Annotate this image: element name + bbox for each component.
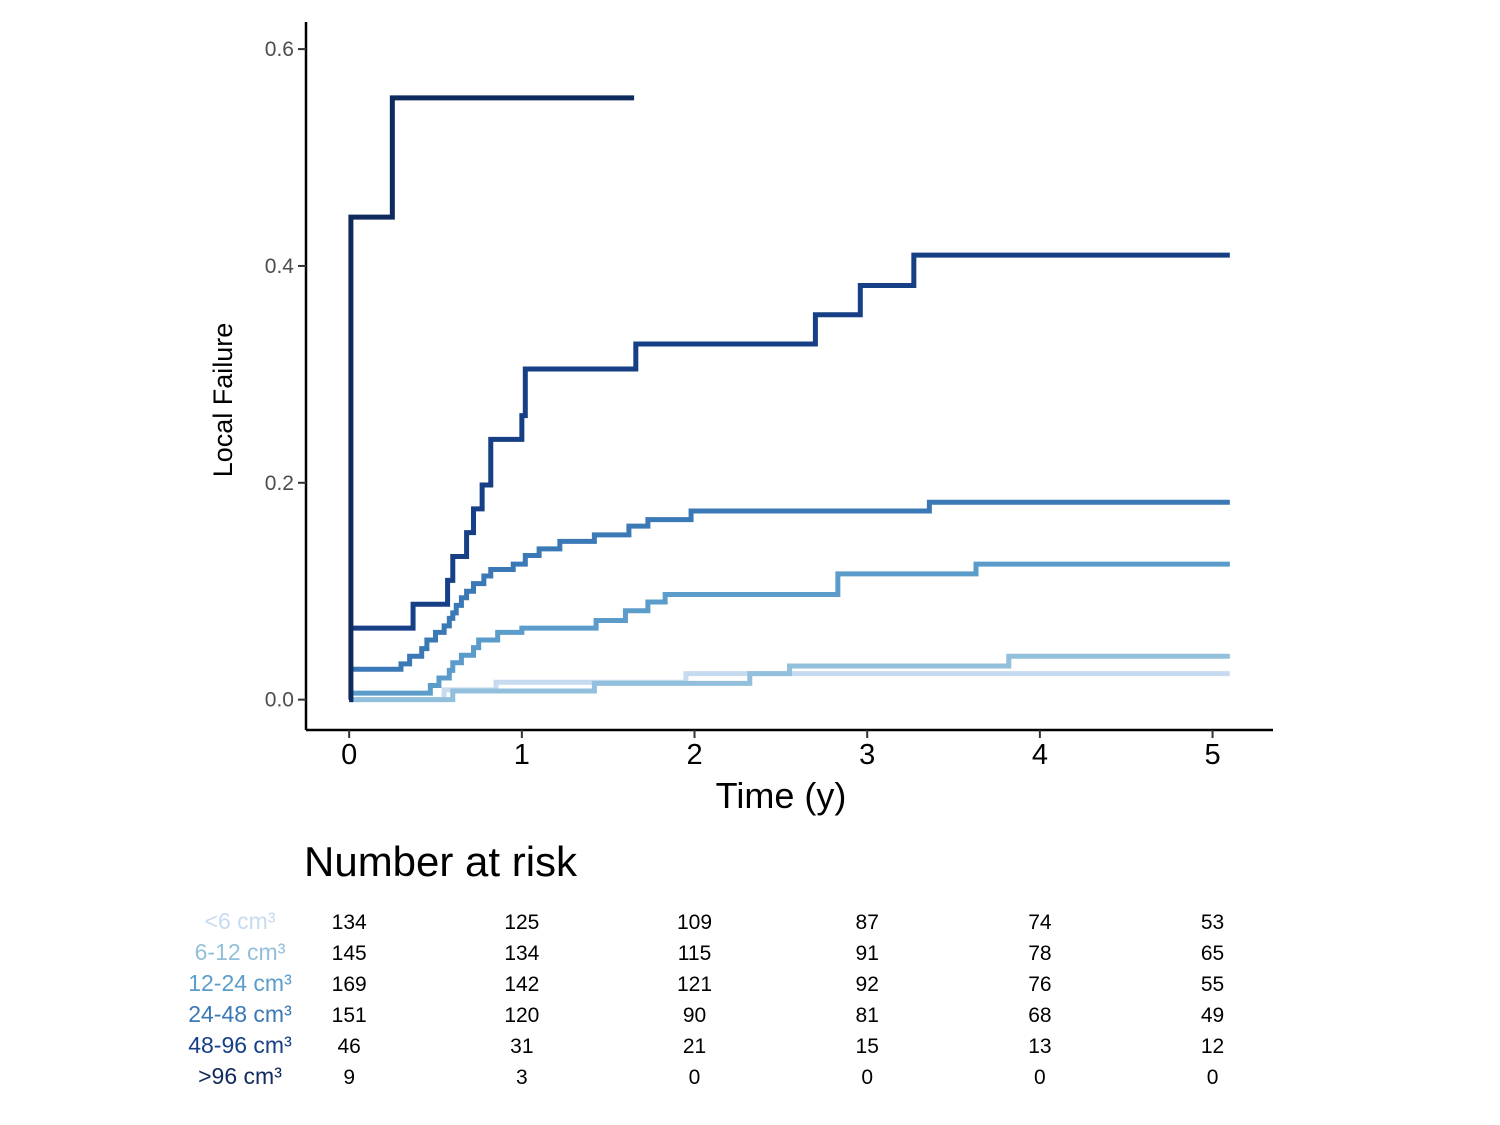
risk-count: 142 [504, 973, 539, 996]
risk-row-label: >96 cm³ [198, 1063, 282, 1089]
failure-curves [348, 95, 1230, 703]
risk-count: 92 [856, 973, 879, 996]
risk-count: 125 [504, 911, 539, 934]
y-tick-label: 0.6 [265, 38, 294, 61]
risk-row-label: 12-24 cm³ [188, 970, 292, 996]
x-tick-label: 4 [1032, 739, 1048, 771]
risk-count: 68 [1028, 1004, 1051, 1027]
risk-count: 15 [856, 1035, 879, 1058]
risk-count: 31 [510, 1035, 533, 1058]
risk-row-label: 48-96 cm³ [188, 1032, 292, 1058]
risk-count: 3 [516, 1066, 528, 1089]
risk-count: 87 [856, 911, 879, 934]
curve-6-12-cm [349, 653, 1230, 703]
x-axis-title: Time (y) [716, 775, 847, 816]
risk-count: 0 [1034, 1066, 1046, 1089]
risk-count: 12 [1201, 1035, 1224, 1058]
risk-count: 53 [1201, 911, 1224, 934]
curve-12-24-cm [349, 561, 1230, 696]
risk-row-label: <6 cm³ [205, 908, 276, 934]
risk-count: 115 [678, 942, 711, 965]
risk-count: 91 [856, 942, 879, 965]
risk-count: 76 [1028, 973, 1051, 996]
axes: 0.0 0.2 0.4 0.6 0 1 2 3 4 5 [265, 22, 1273, 771]
risk-count: 134 [332, 911, 367, 934]
risk-count: 145 [332, 942, 367, 965]
x-tick-label: 5 [1204, 739, 1220, 771]
risk-count: 78 [1028, 942, 1051, 965]
risk-count: 81 [856, 1004, 879, 1027]
y-tick-label: 0.4 [265, 255, 295, 278]
curve-48-96-cm [349, 252, 1230, 631]
risk-count: 90 [683, 1004, 706, 1027]
risk-count: 151 [332, 1004, 367, 1027]
risk-row-label: 6-12 cm³ [195, 939, 286, 965]
y-axis-title: Local Failure [208, 323, 238, 478]
x-tick-label: 1 [514, 739, 530, 771]
risk-count: 169 [332, 973, 367, 996]
risk-table: <6 cm³ 134 125 109 87 74 536-12 cm³ 145 134 115 91… [188, 908, 1224, 1089]
risk-count: 46 [337, 1035, 360, 1058]
risk-count: 74 [1028, 911, 1052, 934]
risk-count: 65 [1201, 942, 1224, 965]
risk-count: 0 [1207, 1066, 1219, 1089]
risk-count: 134 [504, 942, 539, 965]
x-tick-label: 2 [686, 739, 702, 771]
risk-row-label: 24-48 cm³ [188, 1001, 292, 1027]
curve-24-48-cm [349, 499, 1230, 672]
risk-count: 13 [1028, 1035, 1051, 1058]
risk-count: 0 [861, 1066, 873, 1089]
curve-96-cm [348, 95, 635, 703]
risk-count: 21 [683, 1035, 706, 1058]
curve-6-cm [349, 671, 1230, 703]
risk-count: 55 [1201, 973, 1224, 996]
risk-count: 120 [504, 1004, 539, 1027]
x-tick-label: 0 [341, 739, 357, 771]
risk-count: 9 [343, 1066, 355, 1089]
risk-count: 121 [677, 973, 712, 996]
risk-count: 0 [689, 1066, 701, 1089]
x-tick-label: 3 [859, 739, 875, 771]
y-tick-label: 0.0 [265, 689, 294, 712]
y-tick-label: 0.2 [265, 472, 294, 495]
risk-table-title: Number at risk [304, 838, 578, 885]
risk-count: 109 [677, 911, 712, 934]
risk-count: 49 [1201, 1004, 1224, 1027]
